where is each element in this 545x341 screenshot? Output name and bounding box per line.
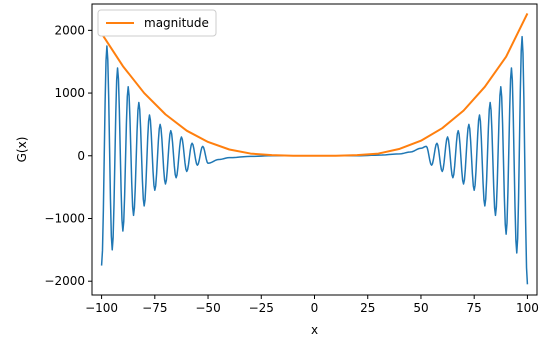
x-axis: −100 −75 −50 −25 0 25 50 75 100 xyxy=(85,295,539,315)
x-tick-label: 25 xyxy=(360,301,375,315)
x-tick-label: −25 xyxy=(249,301,274,315)
y-axis: −2000 −1000 0 1000 2000 xyxy=(44,23,92,288)
x-tick-label: 100 xyxy=(516,301,539,315)
series-line-magnitude xyxy=(100,12,529,157)
y-axis-title: G(x) xyxy=(15,137,29,163)
y-tick-label: 1000 xyxy=(54,86,85,100)
y-tick-label: −1000 xyxy=(44,211,85,225)
x-tick-label: −50 xyxy=(195,301,220,315)
y-tick-label: 0 xyxy=(77,149,85,163)
x-tick-label: −100 xyxy=(85,301,118,315)
x-tick-label: 0 xyxy=(311,301,319,315)
x-tick-label: 50 xyxy=(413,301,428,315)
legend-box xyxy=(97,9,217,37)
x-axis-title: x xyxy=(311,323,318,337)
y-tick-label: −2000 xyxy=(44,274,85,288)
legend-label-magnitude: magnitude xyxy=(144,16,209,30)
legend: magnitude xyxy=(97,9,217,37)
y-tick-label: 2000 xyxy=(54,23,85,37)
x-tick-label: 75 xyxy=(467,301,482,315)
series-layer xyxy=(100,12,529,285)
x-tick-label: −75 xyxy=(142,301,167,315)
